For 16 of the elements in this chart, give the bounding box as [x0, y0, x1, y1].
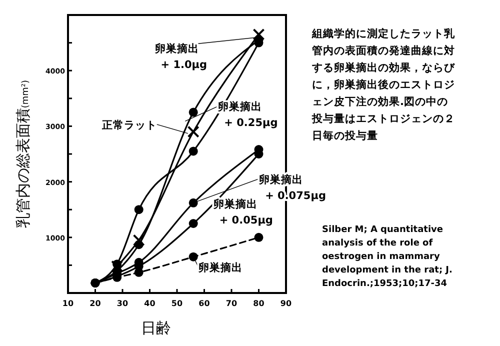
x-tick-label: 40 [144, 299, 156, 308]
x-tick-label: 50 [171, 299, 183, 308]
x-tick-label: 80 [253, 299, 265, 308]
text: 組織学的に測定したラット乳管内の表面積の発達曲線に対する卵巣摘出の効果，ならびに，卵巣摘出後のエストロジェン皮下注の効果.図の中の投与量はエストロジェンの２日毎の投与量 [311, 27, 456, 142]
x-tick-label: 90 [280, 299, 292, 308]
x-tick-label: 30 [116, 299, 128, 308]
x-tick-label: 20 [90, 299, 102, 308]
y-axis-title: 乳管内の総表面積(mm²) [14, 80, 32, 228]
text: Silber M; A quantitative analysis of the role of oestrogen in mammary development in the rat; J. Endocrin.;1953;10;17-34 [322, 225, 452, 289]
x-tick-label: 10 [62, 299, 74, 308]
x-axis-title: 日齢 [141, 319, 171, 337]
x-tick-label: 60 [198, 299, 210, 308]
annotation: 卵巣摘出 [197, 260, 242, 274]
x-tick-label: 70 [226, 299, 238, 308]
annotation: 正常ラット [100, 118, 157, 132]
annotation: 卵巣摘出 + 0.05μg [212, 198, 273, 226]
